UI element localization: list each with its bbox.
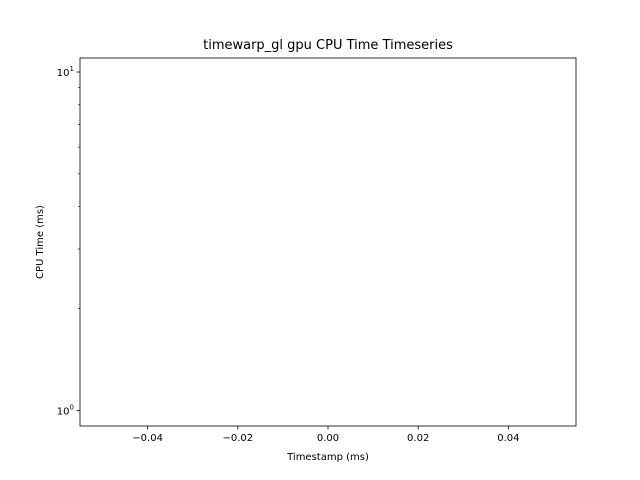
x-tick-label: 0.00 xyxy=(317,433,339,444)
x-axis-label: Timestamp (ms) xyxy=(286,452,369,463)
x-tick-label: −0.04 xyxy=(132,433,163,444)
y-axis-label: CPU Time (ms) xyxy=(35,205,46,279)
x-axis: −0.04 −0.02 0.00 0.02 0.04 xyxy=(132,426,519,444)
y-tick-label: 101 xyxy=(57,65,74,79)
x-tick-label: −0.02 xyxy=(222,433,253,444)
chart-title: timewarp_gl gpu CPU Time Timeseries xyxy=(203,38,453,53)
y-tick-label: 100 xyxy=(57,404,74,418)
x-tick-label: 0.02 xyxy=(407,433,429,444)
x-tick-label: 0.04 xyxy=(497,433,519,444)
y-axis: 100 101 xyxy=(57,65,80,418)
